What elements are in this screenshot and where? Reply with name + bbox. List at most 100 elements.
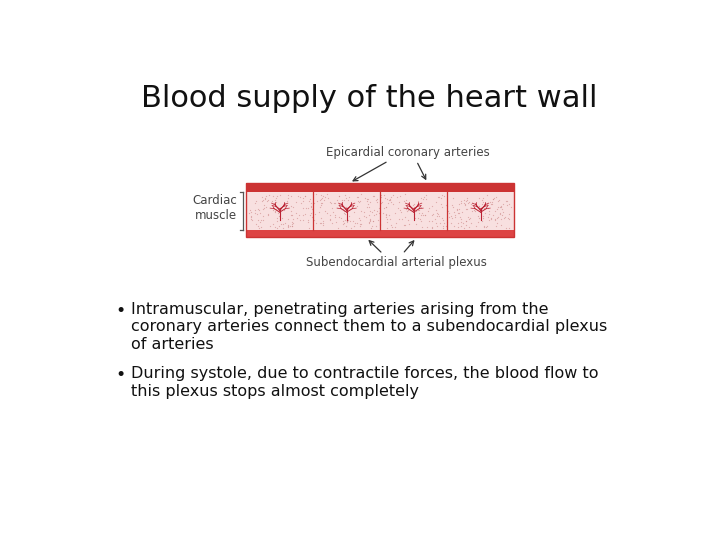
Point (460, 221, 472, 230)
Point (390, 222, 401, 231)
Point (328, 199, 340, 207)
Point (348, 207, 359, 216)
Point (436, 213, 448, 222)
Point (367, 217, 379, 225)
Point (262, 210, 274, 218)
Point (271, 205, 282, 214)
Point (440, 201, 451, 210)
Point (361, 194, 372, 203)
Point (492, 205, 503, 214)
Point (314, 207, 325, 216)
Text: coronary arteries connect them to a subendocardial plexus: coronary arteries connect them to a sube… (131, 319, 607, 334)
Point (431, 208, 442, 217)
Point (257, 195, 269, 204)
Point (435, 194, 446, 202)
Point (372, 197, 383, 206)
Point (385, 221, 397, 230)
Point (294, 211, 305, 219)
Point (346, 224, 357, 233)
Point (333, 191, 345, 200)
Point (495, 202, 507, 211)
Point (436, 191, 447, 200)
Point (310, 219, 322, 228)
Point (380, 212, 392, 221)
Point (453, 208, 464, 217)
Point (294, 216, 306, 225)
Point (373, 204, 384, 212)
Point (413, 208, 424, 217)
Point (299, 210, 310, 218)
Point (352, 197, 364, 206)
Point (421, 222, 433, 231)
Point (463, 223, 474, 232)
Point (276, 214, 287, 222)
Point (387, 191, 399, 199)
Point (374, 209, 385, 218)
Point (432, 210, 444, 219)
Point (324, 215, 336, 224)
Point (271, 194, 282, 203)
Point (364, 210, 375, 219)
Point (502, 200, 513, 209)
Point (426, 223, 437, 232)
Point (364, 217, 376, 225)
Bar (246, 192, 514, 230)
Point (446, 213, 458, 222)
Point (503, 199, 515, 208)
Point (462, 213, 474, 221)
Point (257, 215, 269, 224)
Point (482, 191, 493, 199)
Point (413, 206, 424, 214)
Point (410, 219, 422, 228)
Point (288, 202, 300, 211)
Point (326, 204, 338, 212)
Point (286, 192, 297, 201)
Point (452, 223, 464, 232)
Point (445, 211, 456, 220)
Point (469, 206, 481, 215)
Point (366, 208, 377, 217)
Point (503, 224, 514, 232)
Point (460, 217, 472, 226)
Point (464, 214, 475, 222)
Point (483, 216, 495, 225)
Point (486, 200, 498, 209)
Point (477, 217, 488, 225)
Point (317, 220, 328, 229)
Point (380, 202, 392, 211)
Point (378, 208, 390, 217)
Text: During systole, due to contractile forces, the blood flow to: During systole, due to contractile force… (131, 366, 598, 381)
Point (408, 202, 420, 211)
Point (300, 192, 311, 201)
Point (255, 215, 266, 224)
Point (499, 213, 510, 221)
Point (485, 215, 497, 224)
Point (311, 197, 323, 205)
Point (329, 213, 341, 222)
Point (472, 211, 483, 220)
Point (304, 197, 315, 205)
Point (341, 217, 353, 226)
Point (420, 211, 431, 219)
Point (359, 194, 371, 202)
Point (433, 212, 445, 220)
Point (401, 203, 413, 212)
Point (302, 215, 313, 224)
Point (455, 199, 467, 207)
Point (322, 194, 333, 202)
Point (278, 220, 289, 228)
Point (454, 213, 466, 222)
Point (274, 190, 286, 199)
Point (502, 197, 513, 205)
Point (322, 190, 333, 199)
Point (270, 198, 282, 207)
Point (381, 195, 392, 204)
Point (287, 218, 298, 226)
Point (390, 219, 402, 227)
Point (243, 209, 255, 218)
Point (476, 200, 487, 208)
Point (354, 219, 366, 228)
Point (368, 211, 379, 219)
Point (408, 199, 420, 208)
Point (279, 201, 290, 210)
